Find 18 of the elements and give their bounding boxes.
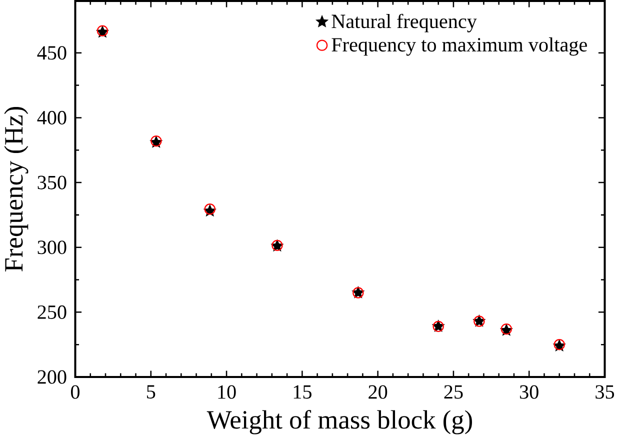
x-tick-label: 20 — [368, 385, 388, 399]
x-tick-label: 0 — [70, 385, 80, 399]
x-tick-label: 25 — [444, 385, 463, 399]
y-tick-label: 300 — [38, 240, 66, 254]
y-tick-label: 400 — [37, 110, 66, 124]
x-tick-label: 10 — [218, 385, 236, 399]
legend-label: Frequency to maximum voltage — [332, 37, 587, 56]
y-tick-label: 200 — [38, 370, 66, 384]
x-tick-label: 30 — [520, 385, 538, 399]
x-axis-title: Weight of mass block (g) — [206, 410, 472, 434]
x-tick-label: 35 — [596, 385, 614, 399]
x-tick-label: 5 — [147, 385, 156, 398]
legend-label: Natural frequency — [332, 14, 477, 32]
y-tick-label: 250 — [38, 305, 66, 319]
y-tick-label: 350 — [38, 176, 66, 190]
x-tick-label: 15 — [294, 385, 312, 398]
y-axis-title: Frequency (Hz) — [4, 106, 28, 272]
y-tick-label: 450 — [37, 46, 66, 60]
